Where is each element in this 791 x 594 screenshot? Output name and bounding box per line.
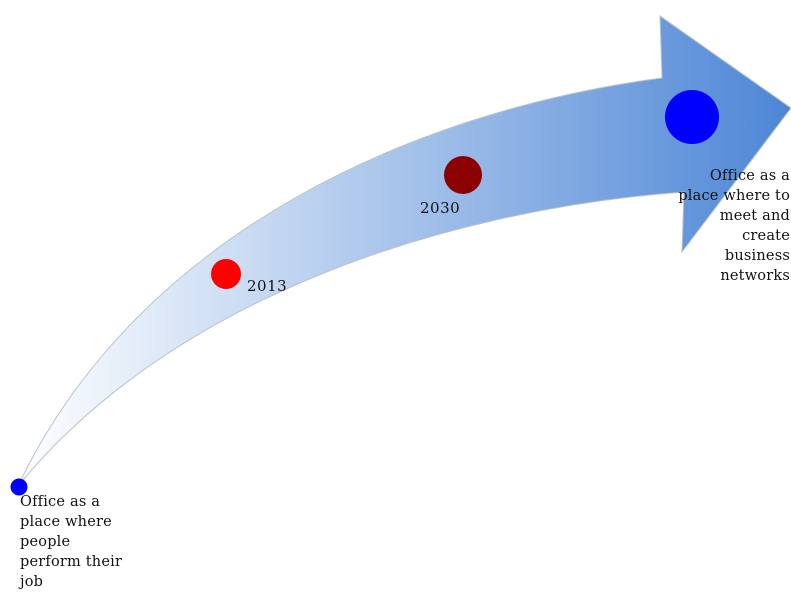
year-label-2013: 2013 [247, 277, 288, 295]
milestone-2013-dot [211, 259, 241, 289]
milestone-2030-dot [444, 156, 482, 194]
end-label: Office as a place where to meet and crea… [678, 168, 790, 284]
curved-arrow [17, 15, 791, 487]
year-label-2030: 2030 [420, 199, 461, 217]
end-dot [665, 90, 719, 144]
start-dot [10, 478, 28, 496]
start-label: Office as a place where people perform t… [20, 494, 123, 590]
